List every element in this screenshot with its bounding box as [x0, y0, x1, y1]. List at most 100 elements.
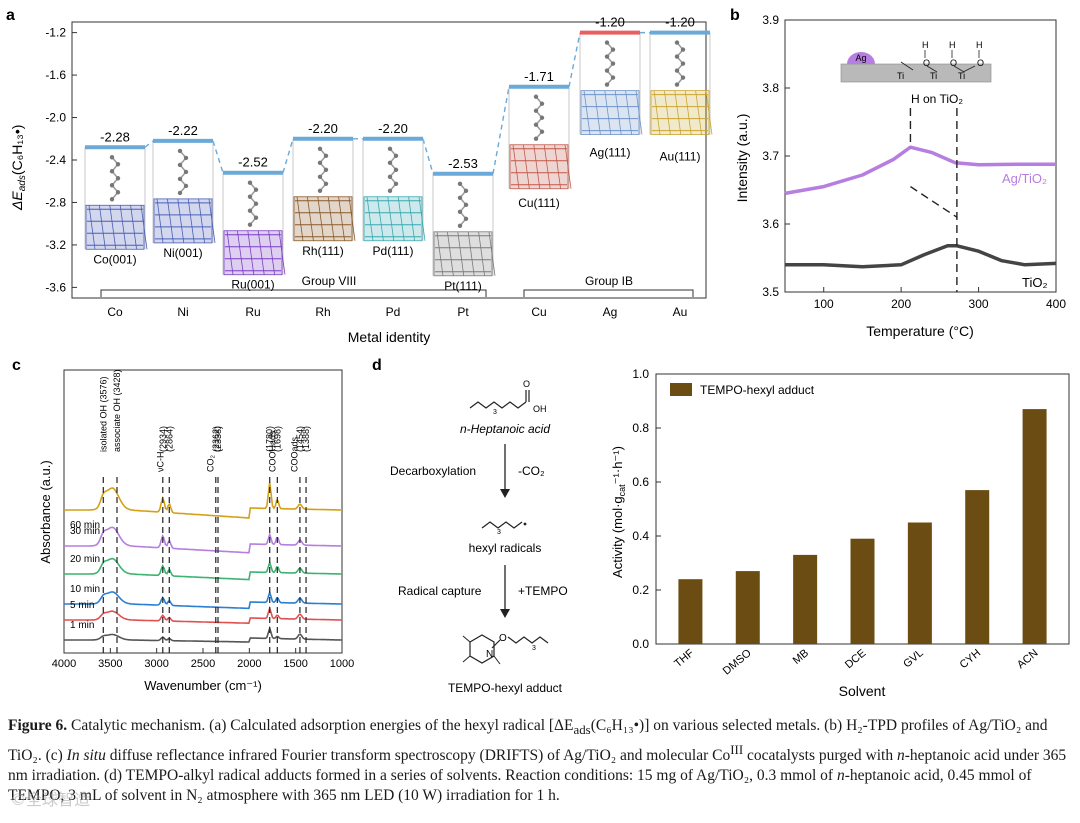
panel-a-xlabel: Metal identity: [348, 329, 430, 345]
adsorbate-atom: [323, 167, 329, 172]
watermark: ©全球智造: [10, 790, 91, 809]
ytick-label: 0.2: [632, 583, 649, 597]
ytick-label: 3.7: [762, 149, 779, 163]
slab-bond: [187, 198, 195, 243]
panel-c-ylabel: Absorbance (a.u.): [38, 460, 53, 563]
slab-bond: [635, 90, 643, 135]
adsorbate-atom: [680, 47, 686, 52]
inset-atom: Ti: [897, 71, 904, 81]
slab-bond: [377, 196, 384, 241]
slab-bond: [167, 198, 174, 243]
slab-bond: [327, 196, 335, 241]
xtick-label: Rh: [315, 305, 330, 319]
legend-label: TEMPO-hexyl adduct: [700, 383, 815, 397]
drifts-spectrum: [64, 557, 342, 581]
panel-a-label: a: [6, 7, 15, 24]
adsorbate-atom: [674, 54, 680, 59]
tpd-curve: [784, 145, 1056, 196]
ytick-label: 3.6: [762, 217, 779, 231]
svg-text:3: 3: [497, 529, 501, 536]
solvent-bar: [1022, 409, 1047, 644]
inset-atom: Ti: [958, 71, 965, 81]
adsorbate-atom: [387, 188, 393, 193]
xtick-label: 100: [814, 297, 834, 311]
level-connector: [144, 140, 154, 148]
xtick-label: 300: [969, 297, 989, 311]
peak-label: CO₂: [205, 455, 215, 473]
product-name: TEMPO-hexyl adduct: [448, 681, 563, 695]
peak-label: COOads: [290, 436, 300, 472]
adsorbate-atom: [323, 181, 329, 186]
adsorbate-atom: [393, 153, 399, 158]
series-label-tio2: TiO₂: [1022, 275, 1048, 290]
adsorbate-atom: [109, 183, 115, 188]
slab-bond: [109, 205, 117, 250]
surface-label: Pt(111): [444, 279, 482, 293]
adsorbate-atom: [604, 40, 610, 45]
adsorbate-atom: [183, 183, 189, 189]
step2-label: Radical capture: [398, 584, 482, 598]
surface-label: Co(001): [93, 252, 136, 266]
peak-label: (1454): [295, 426, 305, 452]
adsorbate-atom: [317, 160, 323, 165]
adsorbate-atom: [533, 136, 539, 141]
ytick-label: -1.2: [45, 26, 66, 40]
inset-h-atom: H: [949, 40, 956, 50]
adsorbate-atom: [253, 215, 259, 220]
solvent-bar: [850, 538, 875, 644]
slab-bond: [447, 231, 454, 276]
ytick-label: -2.4: [45, 153, 66, 167]
xtick-label: Pt: [457, 305, 469, 319]
drifts-spectrum: [64, 605, 342, 624]
surface-label: Pd(111): [373, 244, 414, 258]
adsorbate-atom: [387, 146, 393, 151]
adsorbate-atom: [323, 153, 329, 158]
xtick-label: 200: [891, 297, 911, 311]
time-label: 10 min: [70, 584, 100, 595]
ytick-label: -3.2: [45, 238, 66, 252]
adsorbate-atom: [604, 54, 610, 59]
adsorbate-atom: [109, 169, 115, 174]
panel-b-xlabel: Temperature (°C): [866, 323, 974, 339]
adsorbate-atom: [115, 176, 121, 181]
panel-c-peak-labels: isolated OH (3576) associate OH (3428) νC-…: [98, 369, 311, 472]
xtick-label: CYH: [958, 647, 984, 671]
panel-d-label: d: [372, 357, 382, 374]
xtick-label: ACN: [1015, 647, 1041, 671]
slab-bond: [317, 196, 325, 241]
peak-label: associate OH (3428): [112, 369, 122, 452]
adsorbate-atom: [177, 190, 183, 196]
slab-bond: [247, 230, 255, 275]
xtick-label: Ag: [603, 305, 618, 319]
xtick-label: DCE: [843, 647, 869, 671]
adsorbate-atom: [387, 174, 393, 179]
peak-label: (1698): [272, 426, 282, 452]
hexyl-radical-structure: 3: [481, 521, 527, 536]
adsorbate-atom: [539, 101, 545, 106]
slab-bond: [397, 196, 405, 241]
peak-shift-marker: [910, 186, 958, 218]
svg-text:N: N: [486, 649, 493, 660]
drifts-spectrum: [64, 589, 342, 610]
inset-bond: [962, 65, 976, 73]
panel-d-bars: [678, 409, 1047, 644]
ytick-label: 0.6: [632, 475, 649, 489]
panel-a-ylabel: ΔEads(C₆H₁₃•): [9, 125, 28, 211]
adsorbate-atom: [539, 115, 545, 120]
adsorbate-atom: [463, 202, 469, 207]
inset-bond: [900, 61, 914, 71]
slab-bond: [366, 196, 374, 241]
time-label: 5 min: [70, 600, 94, 611]
slab-bond: [523, 144, 530, 189]
ytick-label: 1.0: [632, 367, 649, 381]
panel-a-levels: -2.28 Co(001) -2.22 Ni(001) -2.52 Ru(001) -2.2…: [84, 15, 713, 293]
xtick-label: Ni: [177, 305, 188, 319]
svg-text:O: O: [499, 633, 507, 644]
xtick-label: 2500: [191, 658, 215, 670]
energy-value-label: -2.20: [378, 121, 408, 136]
slab-bond: [594, 90, 601, 135]
xtick-label: 4000: [52, 658, 76, 670]
svg-text:OH: OH: [533, 404, 547, 414]
ytick-label: -1.6: [45, 68, 66, 82]
slab-bond: [478, 231, 485, 276]
